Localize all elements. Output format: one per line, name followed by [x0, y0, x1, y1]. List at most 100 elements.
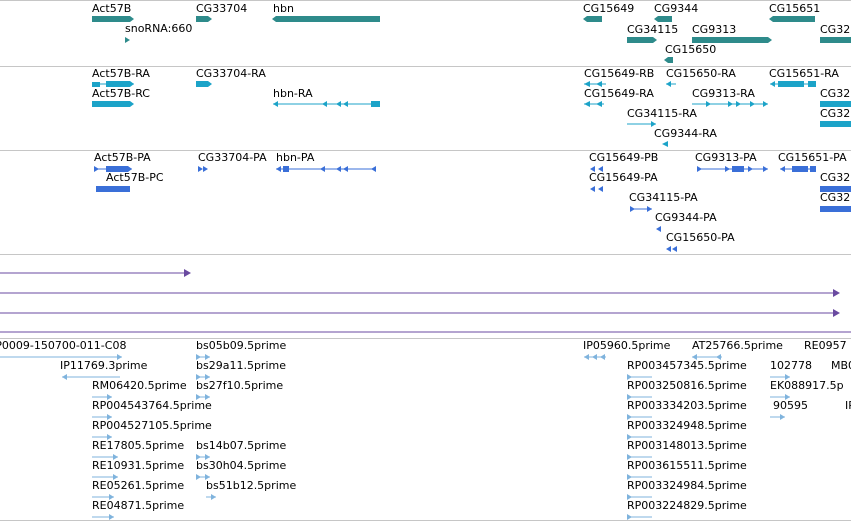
protein-glyph[interactable] [198, 166, 203, 172]
est-label[interactable]: bs30h04.5prime [196, 459, 287, 472]
est-label[interactable]: MB0 [831, 359, 851, 372]
protein-glyph[interactable] [336, 166, 341, 172]
gene-glyph[interactable] [272, 16, 380, 22]
protein-glyph[interactable] [630, 206, 635, 212]
gene-glyph[interactable] [692, 37, 772, 43]
gene-glyph[interactable] [583, 16, 602, 22]
est-glyph[interactable] [627, 514, 632, 520]
est-glyph[interactable] [109, 494, 114, 500]
transcript-label[interactable]: CG9313-RA [692, 87, 755, 100]
gene-glyph[interactable] [196, 16, 212, 22]
transcript-glyph[interactable] [666, 81, 671, 87]
protein-glyph[interactable] [276, 166, 281, 172]
est-label[interactable]: RE05261.5prime [92, 479, 185, 492]
est-label[interactable]: 102778 [770, 359, 812, 372]
gene-label[interactable]: CG32 [820, 23, 851, 36]
est-glyph[interactable] [211, 494, 216, 500]
est-glyph[interactable] [117, 354, 122, 360]
est-glyph[interactable] [780, 414, 785, 420]
transcript-label[interactable]: CG15649-RA [584, 87, 654, 100]
est-glyph[interactable] [627, 394, 632, 400]
est-label[interactable]: RE04871.5prime [92, 499, 185, 512]
gene-label[interactable]: CG9313 [692, 23, 737, 36]
transcript-glyph[interactable] [750, 101, 755, 107]
gene-glyph[interactable] [654, 16, 672, 22]
transcript-label[interactable]: CG33704-RA [196, 67, 266, 80]
est-label[interactable]: IP [845, 399, 851, 412]
gene-glyph[interactable] [92, 16, 134, 22]
est-glyph[interactable] [113, 474, 118, 480]
est-label[interactable]: RE17805.5prime [92, 439, 185, 452]
transcript-glyph[interactable] [763, 101, 768, 107]
protein-glyph[interactable] [656, 226, 661, 232]
protein-glyph[interactable] [590, 166, 595, 172]
est-glyph[interactable] [196, 474, 201, 480]
protein-label[interactable]: Act57B-PA [94, 151, 151, 164]
protein-glyph[interactable] [780, 166, 785, 172]
transcript-label[interactable]: CG15649-RB [584, 67, 655, 80]
protein-glyph[interactable] [94, 166, 99, 172]
est-glyph[interactable] [205, 354, 210, 360]
protein-glyph[interactable] [792, 166, 808, 172]
est-label[interactable]: RP003324948.5prime [627, 419, 747, 432]
gene-label[interactable]: CG33704 [196, 2, 248, 15]
protein-glyph[interactable] [820, 206, 851, 212]
est-label[interactable]: IP0009-150700-011-C08 [0, 339, 127, 352]
transcript-label[interactable]: CG15650-RA [666, 67, 736, 80]
transcript-label[interactable]: CG32 [820, 87, 851, 100]
transcript-label[interactable]: CG9344-RA [654, 127, 717, 140]
est-glyph[interactable] [716, 354, 721, 360]
protein-glyph[interactable] [748, 166, 753, 172]
est-glyph[interactable] [109, 514, 114, 520]
protein-glyph[interactable] [96, 186, 130, 192]
gene-label[interactable]: hbn [273, 2, 294, 15]
transcript-glyph[interactable] [371, 101, 380, 107]
transcript-glyph[interactable] [584, 101, 590, 107]
est-label[interactable]: RP003250816.5prime [627, 379, 747, 392]
gene-label[interactable]: Act57B [92, 2, 132, 15]
protein-label[interactable]: CG33704-PA [198, 151, 267, 164]
protein-label[interactable]: CG15649-PB [589, 151, 659, 164]
transcript-glyph[interactable] [736, 101, 741, 107]
est-glyph[interactable] [627, 454, 632, 460]
est-glyph[interactable] [62, 374, 67, 380]
protein-label[interactable]: CG15651-PA [778, 151, 847, 164]
est-label[interactable]: RP003148013.5prime [627, 439, 747, 452]
gene-label[interactable]: snoRNA:660 [125, 22, 193, 35]
transcript-glyph[interactable] [196, 81, 212, 87]
est-glyph[interactable] [205, 474, 210, 480]
protein-glyph[interactable] [732, 166, 744, 172]
protein-glyph[interactable] [820, 186, 851, 192]
transcript-label[interactable]: hbn-RA [273, 87, 313, 100]
transcript-glyph[interactable] [770, 81, 775, 87]
alignment-glyph[interactable] [833, 309, 840, 317]
est-glyph[interactable] [627, 414, 632, 420]
transcript-glyph[interactable] [651, 121, 656, 127]
protein-glyph[interactable] [283, 166, 289, 172]
transcript-glyph[interactable] [92, 82, 100, 87]
transcript-glyph[interactable] [322, 101, 327, 107]
est-glyph[interactable] [627, 434, 632, 440]
est-glyph[interactable] [196, 394, 201, 400]
protein-glyph[interactable] [647, 206, 652, 212]
gene-glyph[interactable] [627, 37, 657, 43]
est-label[interactable]: IP11769.3prime [60, 359, 148, 372]
protein-glyph[interactable] [371, 166, 376, 172]
protein-glyph[interactable] [106, 166, 128, 172]
est-glyph[interactable] [627, 474, 632, 480]
transcript-label[interactable]: CG15651-RA [769, 67, 839, 80]
est-label[interactable]: IP05960.5prime [583, 339, 671, 352]
protein-glyph[interactable] [666, 246, 671, 252]
transcript-glyph[interactable] [273, 101, 278, 107]
est-glyph[interactable] [196, 454, 201, 460]
gene-glyph[interactable] [664, 57, 673, 63]
est-label[interactable]: bs29a11.5prime [196, 359, 286, 372]
est-glyph[interactable] [785, 394, 790, 400]
transcript-label[interactable]: CG32 [820, 107, 851, 120]
est-label[interactable]: EK088917.5p [770, 379, 844, 392]
protein-glyph[interactable] [725, 166, 730, 172]
est-label[interactable]: RP003334203.5prime [627, 399, 747, 412]
gene-label[interactable]: CG15650 [665, 43, 717, 56]
protein-label[interactable]: CG32 [820, 191, 851, 204]
transcript-glyph[interactable] [808, 81, 816, 87]
